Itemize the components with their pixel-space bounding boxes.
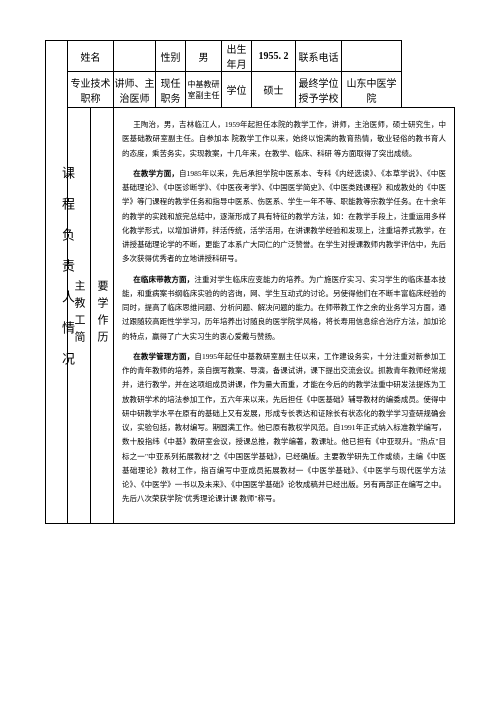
section-1-body: 自1985年以来，先后承担学院中医系本、专科《内经选读》、《本草学说》、《中医基…	[122, 169, 446, 264]
side-label-cell: 课程负责人情况	[46, 41, 68, 524]
school-value: 山东中医学院	[342, 72, 402, 108]
degree-label: 学位	[222, 72, 252, 108]
document-page: 课程负责人情况 姓名 性别 男 出生年月 1955. 2 联系电话 专业技术职称…	[0, 0, 500, 711]
name-label: 姓名	[68, 41, 114, 72]
birth-label: 出生年月	[222, 41, 252, 72]
gender-label: 性别	[156, 41, 186, 72]
form-table: 课程负责人情况 姓名 性别 男 出生年月 1955. 2 联系电话 专业技术职称…	[45, 40, 455, 524]
section-3: 在教学管理方面，自1995年起任中基教研室副主任以来，工作建设务实，十分注重对新…	[122, 350, 446, 507]
section-3-head: 在教学管理方面，	[133, 352, 194, 361]
degree-value: 硕士	[252, 72, 296, 108]
inner-label-right: 要学作历	[94, 280, 110, 348]
section-2-head: 在临床带教方面，	[133, 275, 194, 284]
section-2-body: 注重对学生临床应变能力的培养。为广施医疗实习、实习学生的临床基本技能，和重病案书…	[122, 275, 446, 341]
intro-paragraph: 王陶治，男，吉林临江人，1959年起担任本院的教学工作，讲师，主治医师，硕士研究…	[122, 118, 446, 161]
title-value: 讲师、主治医师	[114, 72, 156, 108]
section-2: 在临床带教方面，注重对学生临床应变能力的培养。为广施医疗实习、实习学生的临床基本…	[122, 273, 446, 344]
section-3-body: 自1995年起任中基教研室副主任以来，工作建设务实，十分注重对新参加工作的青年教…	[122, 352, 446, 504]
phone-label: 联系电话	[296, 41, 342, 72]
position-value: 中基教研室副主任	[186, 72, 222, 108]
position-label: 现任职务	[156, 72, 186, 108]
school-label: 最终学位授予学校	[296, 72, 342, 108]
gender-value: 男	[186, 41, 222, 72]
section-1-head: 在教学方面，	[133, 169, 179, 178]
title-label: 专业技术职称	[68, 72, 114, 108]
inner-label-left: 主教工简	[71, 280, 87, 348]
birth-value: 1955. 2	[252, 41, 296, 72]
phone-value	[342, 41, 402, 72]
inner-label-right-cell: 要学作历	[91, 108, 114, 524]
section-1: 在教学方面，自1985年以来，先后承担学院中医系本、专科《内经选读》、《本草学说…	[122, 167, 446, 267]
body-content: 王陶治，男，吉林临江人，1959年起担任本院的教学工作，讲师，主治医师，硕士研究…	[114, 108, 455, 524]
name-value	[114, 41, 156, 72]
